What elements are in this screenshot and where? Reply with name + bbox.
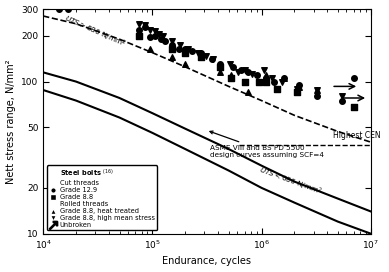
Point (228, 73, 235, 78)
Point (314, 88, 320, 92)
Point (226, 62, 233, 66)
Point (279, 79, 286, 84)
Point (314, 88, 320, 92)
Point (294, 90, 300, 94)
Text: ASME VIII and BS PD 5500
design curves assuming SCF=4: ASME VIII and BS PD 5500 design curves a… (210, 131, 324, 159)
Point (168, 55, 175, 59)
X-axis label: Endurance, cycles: Endurance, cycles (163, 256, 251, 267)
Point (217, 65, 224, 69)
Point (249, 72, 255, 76)
Point (339, 98, 345, 103)
Point (147, 46, 153, 51)
Point (217, 70, 224, 75)
Point (198, 51, 204, 55)
Point (350, 76, 357, 81)
Point (238, 67, 244, 72)
Point (281, 76, 287, 81)
Point (350, 105, 357, 109)
Point (209, 57, 215, 61)
Point (168, 39, 175, 43)
Point (256, 79, 262, 84)
Point (274, 86, 280, 91)
Point (56, 7, 62, 11)
Point (184, 46, 191, 51)
Point (245, 70, 251, 75)
Point (189, 48, 195, 53)
Legend: Steel bolts $^{(16)}$, Cut threads, Grade 12.9, Grade 8.8, Rolled threads, Grade: Steel bolts $^{(16)}$, Cut threads, Grad… (47, 165, 157, 230)
Point (281, 76, 287, 81)
Point (182, 51, 188, 55)
Y-axis label: Nett stress range, N/mm²: Nett stress range, N/mm² (5, 59, 16, 184)
Point (152, 34, 158, 38)
Text: $UTS > 686\ \mathrm{N/mm}^2$: $UTS > 686\ \mathrm{N/mm}^2$ (63, 13, 128, 51)
Point (263, 73, 269, 78)
Point (242, 67, 249, 72)
Point (198, 55, 204, 59)
Point (136, 27, 142, 32)
Point (162, 39, 168, 43)
Point (235, 70, 241, 75)
Point (210, 57, 216, 61)
Point (217, 62, 224, 66)
Point (65, 7, 72, 11)
Point (158, 37, 164, 41)
Point (230, 65, 236, 69)
Point (176, 46, 182, 51)
Point (142, 24, 148, 29)
Text: $UTS < 686\ \mathrm{N/mm}^2$: $UTS < 686\ \mathrm{N/mm}^2$ (256, 164, 323, 199)
Point (136, 34, 142, 38)
Point (269, 76, 275, 81)
Point (339, 94, 345, 98)
Point (253, 73, 259, 78)
Point (296, 83, 302, 87)
Point (168, 42, 175, 47)
Point (194, 51, 201, 55)
Point (228, 76, 235, 81)
Point (182, 62, 188, 66)
Point (245, 90, 251, 94)
Point (147, 35, 153, 40)
Point (296, 85, 302, 89)
Point (242, 79, 248, 84)
Point (182, 46, 188, 51)
Text: Highest CEN: Highest CEN (333, 131, 380, 140)
Point (142, 23, 148, 27)
Point (177, 42, 183, 47)
Point (136, 21, 142, 26)
Point (271, 79, 277, 84)
Point (168, 46, 175, 51)
Point (314, 94, 320, 98)
Point (156, 32, 162, 36)
Point (160, 34, 166, 38)
Point (263, 76, 269, 81)
Point (147, 27, 153, 32)
Point (294, 86, 300, 91)
Point (152, 29, 158, 33)
Point (263, 79, 269, 84)
Point (203, 54, 209, 58)
Point (261, 67, 267, 72)
